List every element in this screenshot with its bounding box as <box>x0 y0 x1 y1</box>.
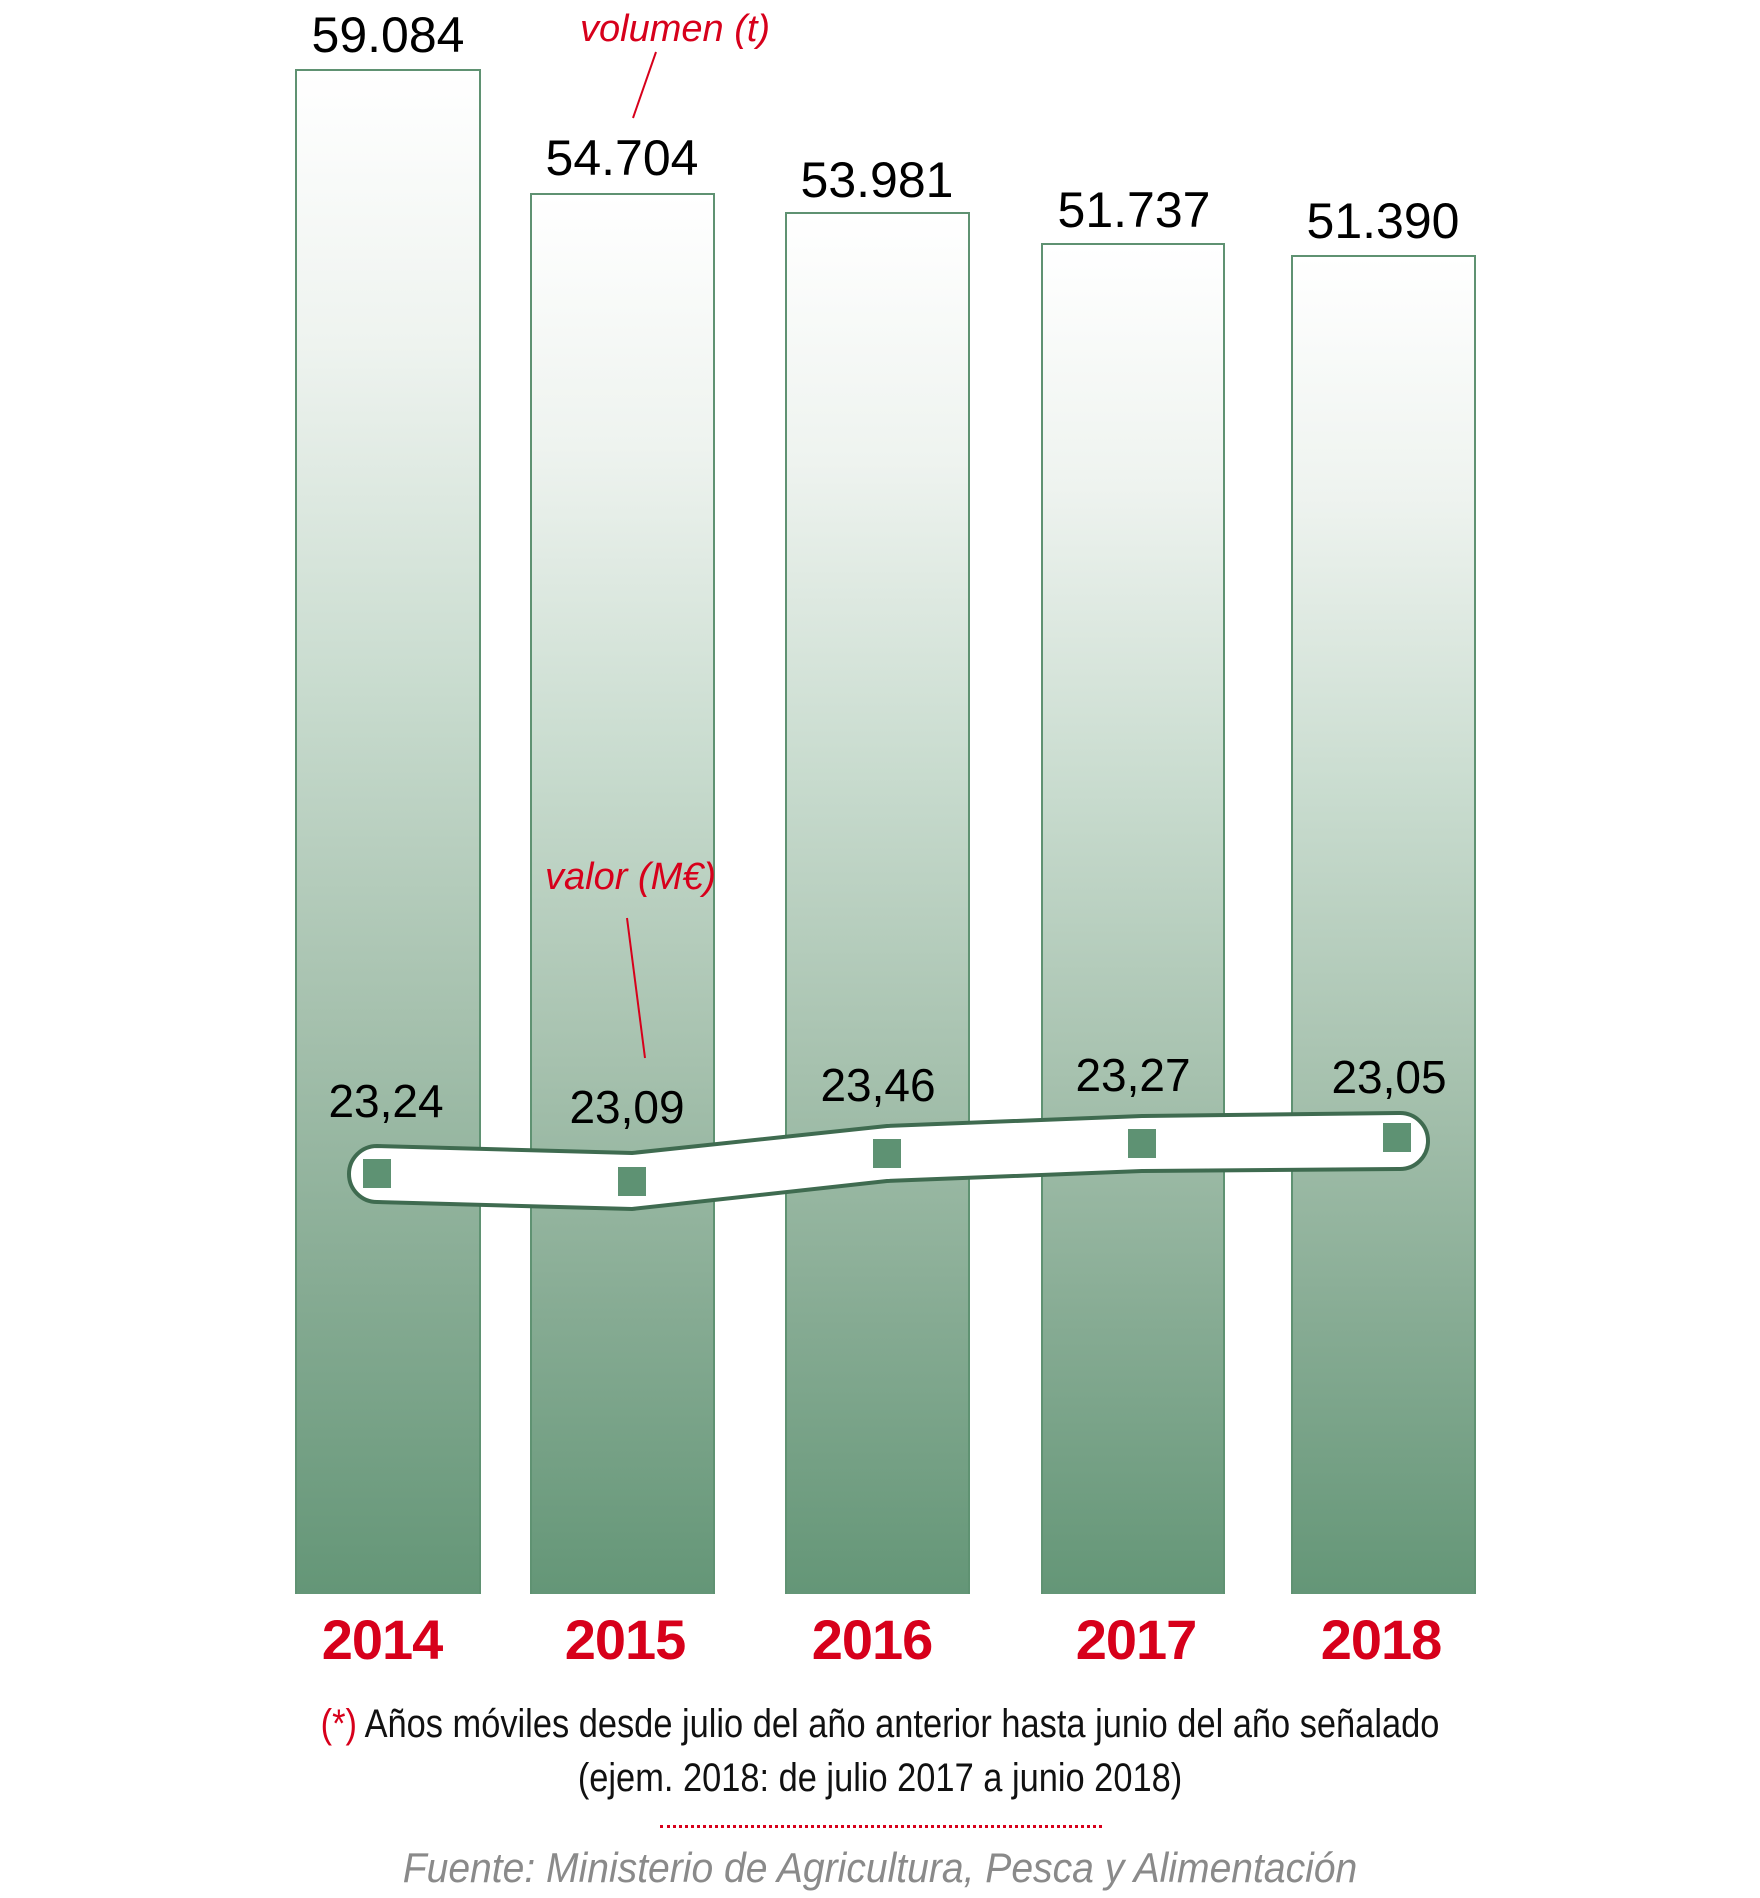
value-label-2017: 23,27 <box>1075 1049 1191 1101</box>
value-marker-2018 <box>1383 1123 1411 1152</box>
footnote-marker: (*) <box>320 1702 357 1746</box>
bar-2016 <box>785 212 970 1594</box>
year-label-2014: 2014 <box>321 1608 444 1671</box>
source-credit: Fuente: Ministerio de Agricultura, Pesca… <box>402 1844 1358 1891</box>
series-tag-value: valor (M€) <box>545 856 717 898</box>
volume-label-2018: 51.390 <box>1306 193 1460 249</box>
bar-2014 <box>295 69 481 1594</box>
value-marker-2014 <box>363 1159 391 1188</box>
value-label-2015: 23,09 <box>569 1081 685 1133</box>
bar-2017 <box>1041 243 1225 1594</box>
year-label-2018: 2018 <box>1320 1608 1443 1671</box>
volume-label-2014: 59.084 <box>311 7 465 63</box>
divider-dotted <box>660 1825 1102 1828</box>
value-marker-2017 <box>1128 1129 1156 1158</box>
value-leader-line <box>626 917 646 1059</box>
value-marker-2015 <box>618 1167 646 1196</box>
bar-2015 <box>530 193 715 1594</box>
value-marker-2016 <box>873 1139 901 1168</box>
series-tag-volume: volumen (t) <box>580 8 771 50</box>
footnote-line-2: (ejem. 2018: de julio 2017 a junio 2018) <box>123 1758 1637 1798</box>
value-label-2014: 23,24 <box>328 1075 444 1127</box>
bar-2018 <box>1291 255 1476 1594</box>
year-label-2017: 2017 <box>1075 1608 1198 1671</box>
volume-label-2016: 53.981 <box>800 152 954 208</box>
volume-leader-line <box>632 51 657 119</box>
volume-label-2015: 54.704 <box>545 130 699 186</box>
year-label-2016: 2016 <box>811 1608 934 1671</box>
footnote-text-2: (ejem. 2018: de julio 2017 a junio 2018) <box>577 1756 1183 1800</box>
footnote-text-1: Años móviles desde julio del año anterio… <box>364 1702 1440 1746</box>
value-label-2016: 23,46 <box>820 1059 936 1111</box>
footnote-line-1: (*) Años móviles desde julio del año ant… <box>123 1704 1637 1744</box>
year-label-2015: 2015 <box>564 1608 687 1671</box>
volume-label-2017: 51.737 <box>1057 182 1211 238</box>
value-label-2018: 23,05 <box>1331 1051 1447 1103</box>
